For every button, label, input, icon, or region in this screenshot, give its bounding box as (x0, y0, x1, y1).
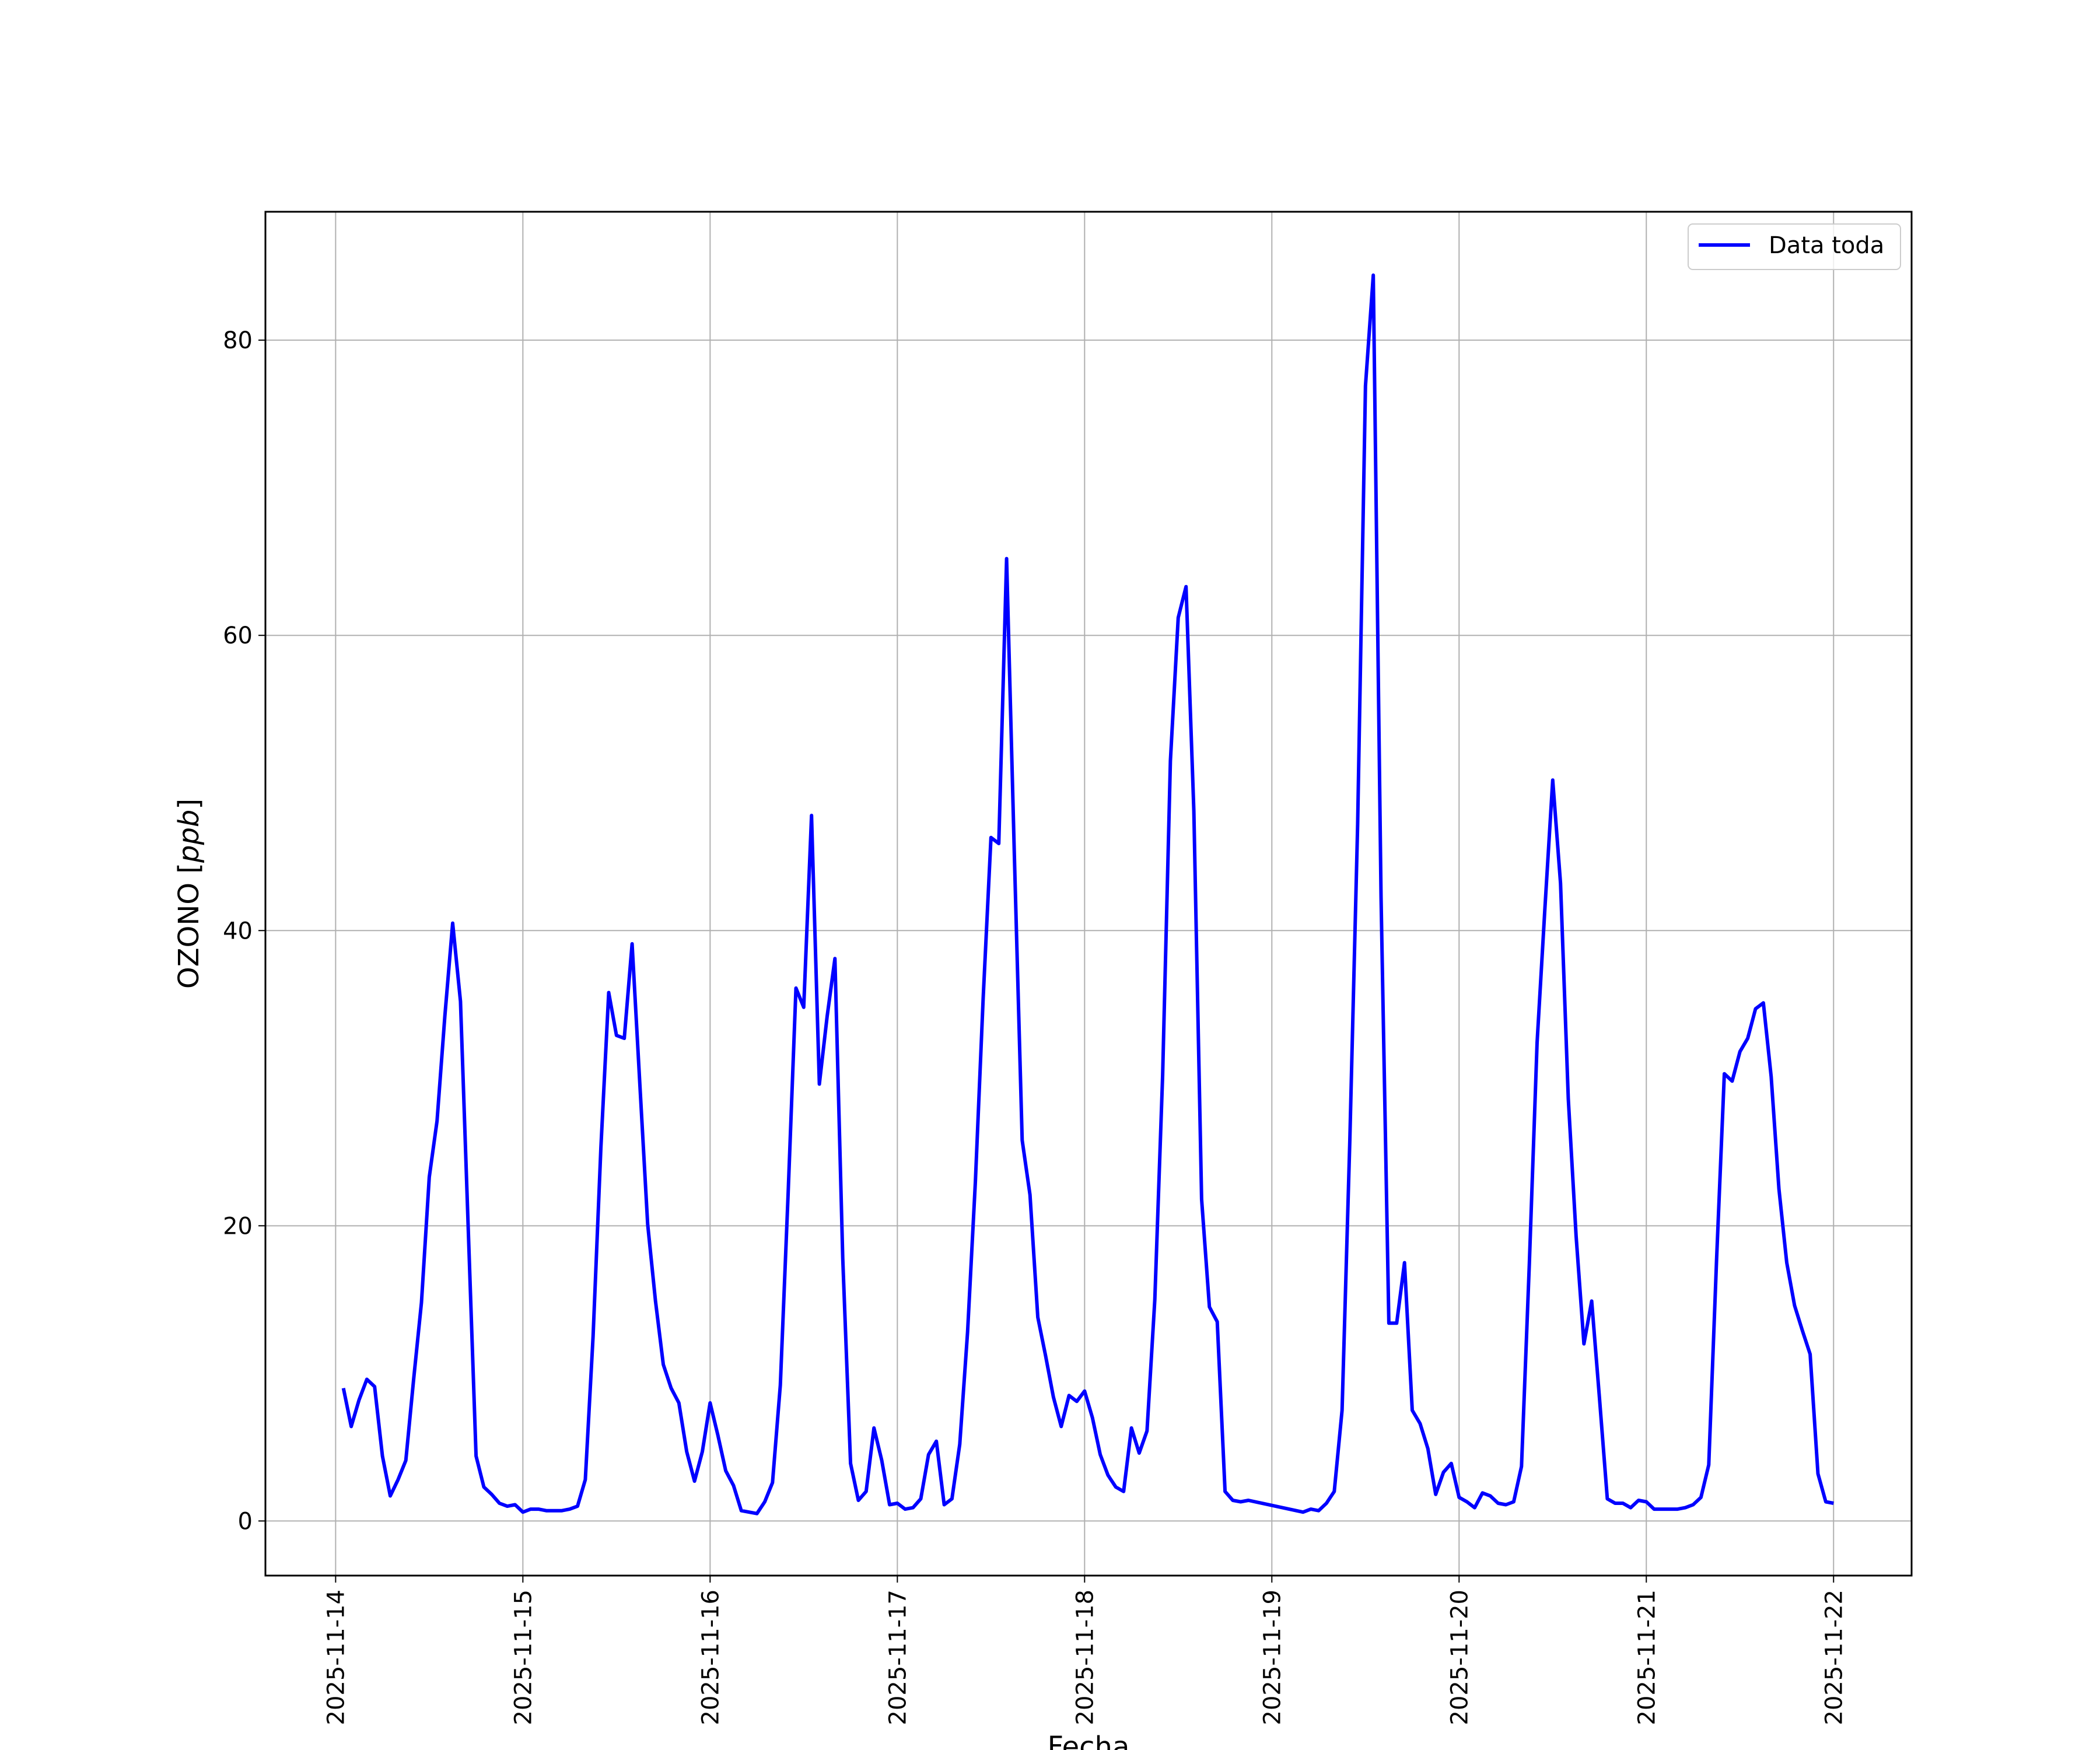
y-tick-label: 40 (223, 918, 253, 944)
svg-text:OZONO [ppb]: OZONO [ppb] (173, 799, 205, 989)
legend-box (1688, 223, 1901, 270)
y-axis-label-unit: ppb (173, 810, 205, 863)
legend-label-data-toda: Data toda (1769, 232, 1884, 259)
x-tick-label: 2025-11-16 (697, 1590, 724, 1725)
y-tick-label: 60 (223, 622, 253, 649)
legend: Data toda (1688, 223, 1901, 270)
x-axis-label: Fecha (1048, 1731, 1130, 1750)
y-tick-label: 20 (223, 1213, 253, 1240)
series-layer (341, 273, 1834, 1516)
tick-layer: 0 20 40 60 80 2025-11-14 2025-11-15 2025-11-16 2… (223, 327, 1847, 1725)
x-tick-label: 2025-11-18 (1072, 1590, 1098, 1725)
x-tick-label: 2025-11-15 (510, 1590, 537, 1725)
x-tick-label: 2025-11-19 (1259, 1590, 1286, 1725)
y-tick-label: 80 (223, 327, 253, 354)
y-axis-label-close: ] (173, 799, 205, 810)
y-axis-label-main: OZONO [ (173, 863, 205, 989)
x-tick-label: 2025-11-20 (1446, 1590, 1473, 1725)
x-tick-label: 2025-11-21 (1633, 1590, 1660, 1725)
x-tick-label: 2025-11-22 (1821, 1590, 1847, 1725)
x-tick-label: 2025-11-14 (323, 1590, 349, 1725)
plot-frame (264, 211, 1913, 1577)
grid-layer (265, 212, 1912, 1576)
x-tick-label: 2025-11-17 (884, 1590, 911, 1725)
y-axis-label: OZONO [ppb] (173, 799, 205, 989)
series-line-data-toda (341, 273, 1834, 1516)
y-tick-label: 0 (238, 1508, 253, 1535)
